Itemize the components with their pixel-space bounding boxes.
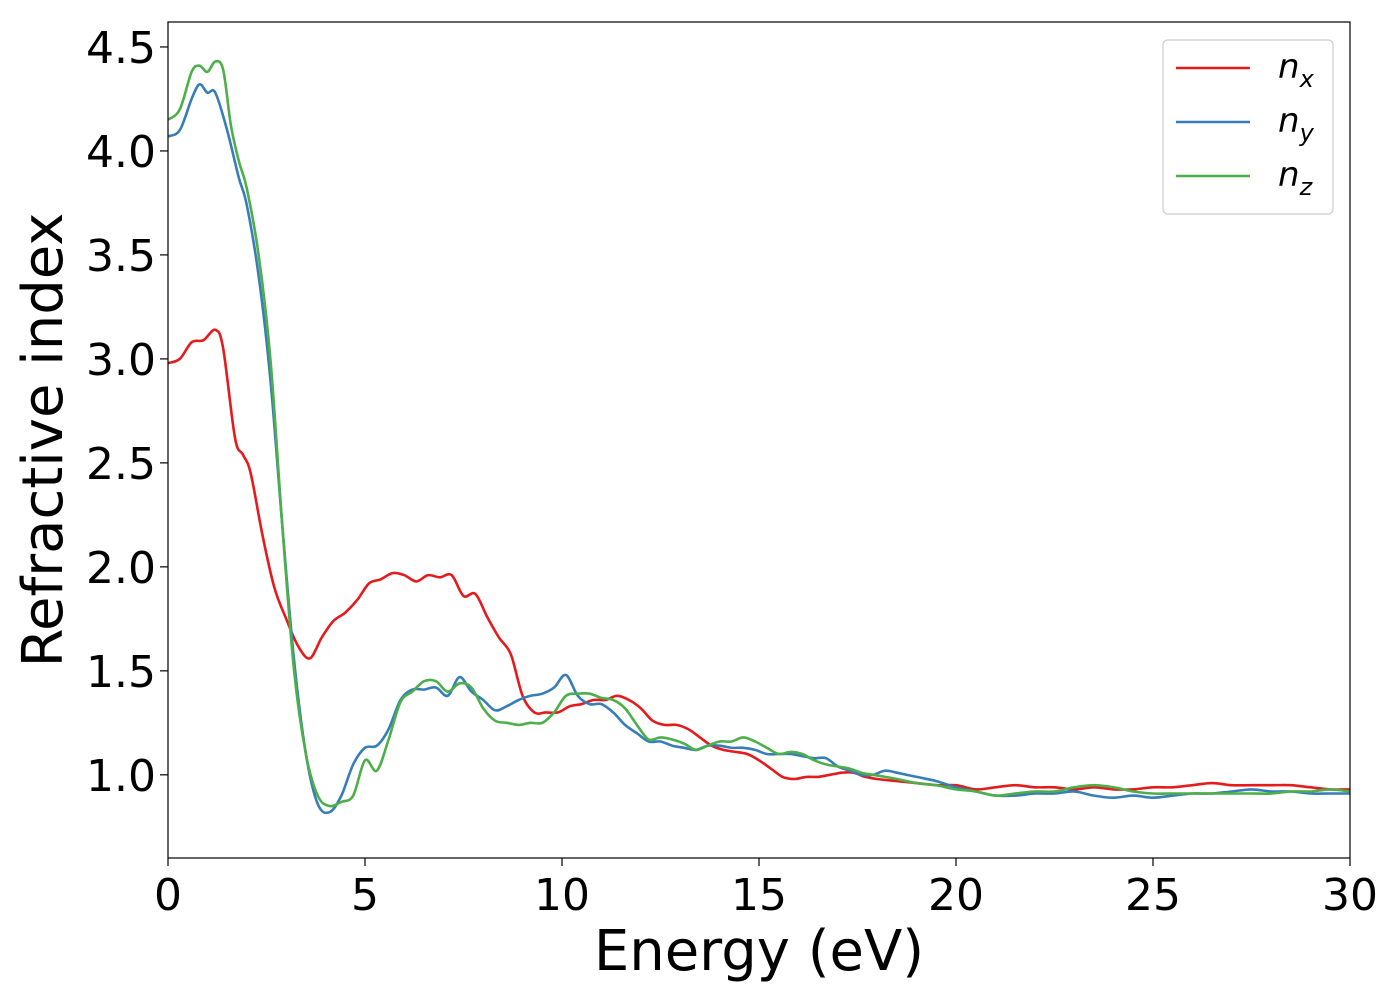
y-tick-label: 1.5 — [86, 647, 156, 698]
x-axis-label: Energy (eV) — [594, 919, 924, 984]
legend-label-nz: nz — [1278, 155, 1314, 201]
series-line-nz — [168, 59, 1350, 808]
legend-label-base: n — [1278, 47, 1300, 87]
x-axis: 0 5 10 15 20 25 30 — [154, 858, 1378, 921]
y-tick-label: 3.0 — [86, 335, 156, 386]
series-line-nx — [168, 328, 1350, 791]
y-tick-label: 1.0 — [86, 751, 156, 802]
y-axis-label: Refractive index — [11, 213, 76, 668]
legend-label-nx: nx — [1278, 47, 1315, 93]
series-layer — [168, 59, 1350, 815]
x-tick-label: 20 — [928, 870, 984, 921]
y-tick-label: 2.5 — [86, 439, 156, 490]
legend-label-base: n — [1278, 155, 1300, 195]
x-tick-label: 0 — [154, 870, 182, 921]
x-tick-label: 10 — [534, 870, 590, 921]
legend-label-subscript: z — [1299, 173, 1314, 201]
x-tick-label: 15 — [731, 870, 787, 921]
y-axis: 1.0 1.5 2.0 2.5 3.0 3.5 4.0 4.5 — [86, 23, 168, 802]
legend-box — [1162, 39, 1334, 215]
x-tick-label: 25 — [1125, 870, 1181, 921]
plot-area — [168, 22, 1350, 858]
legend-label-base: n — [1278, 101, 1300, 141]
legend-label-subscript: y — [1299, 119, 1315, 147]
y-tick-label: 4.5 — [86, 23, 156, 74]
y-tick-label: 2.0 — [86, 543, 156, 594]
y-tick-label: 4.0 — [86, 127, 156, 178]
legend-label-subscript: x — [1299, 65, 1315, 93]
x-tick-label: 5 — [351, 870, 379, 921]
x-tick-label: 30 — [1322, 870, 1378, 921]
y-tick-label: 3.5 — [86, 231, 156, 282]
legend-label-ny: ny — [1278, 101, 1315, 147]
